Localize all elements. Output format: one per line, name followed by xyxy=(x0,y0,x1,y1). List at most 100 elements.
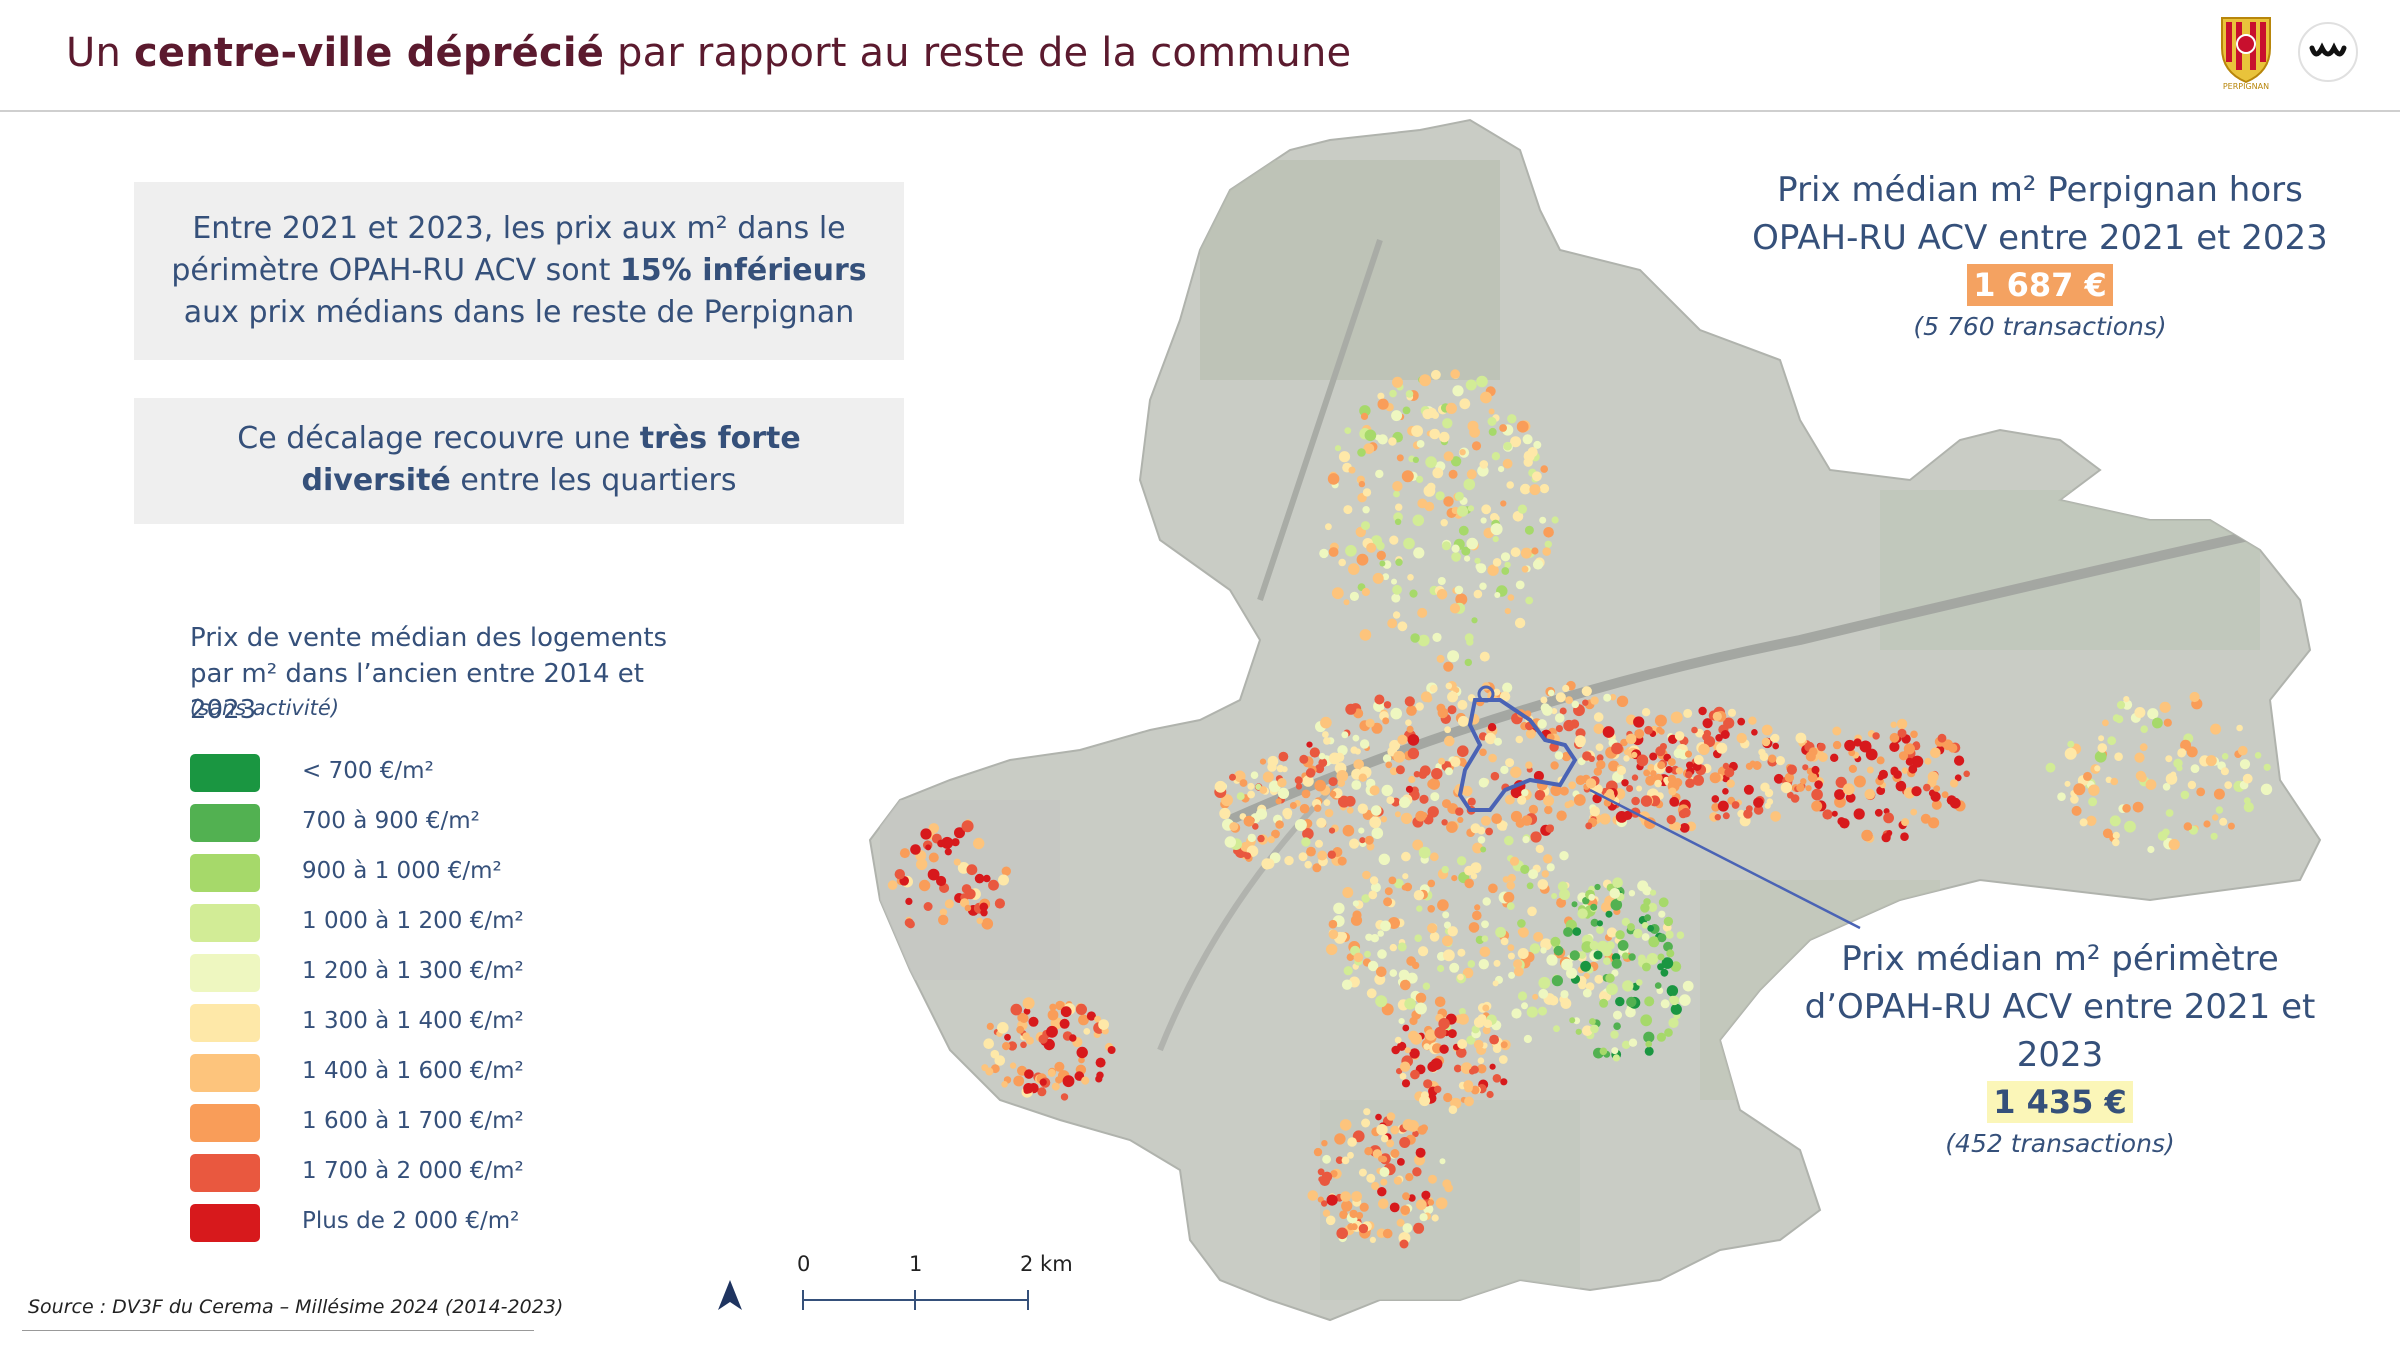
transaction-dot xyxy=(1492,980,1499,987)
transaction-dot xyxy=(1736,732,1747,744)
transaction-dot xyxy=(1438,1018,1450,1030)
transaction-dot xyxy=(1442,1179,1452,1189)
transaction-dot xyxy=(899,848,910,859)
transaction-dot xyxy=(1452,385,1464,397)
transaction-dot xyxy=(1636,754,1649,767)
transaction-dot xyxy=(1488,427,1497,436)
transaction-dot xyxy=(1550,784,1562,797)
transaction-dot xyxy=(1468,922,1480,933)
transaction-dot xyxy=(928,852,939,863)
transaction-dot xyxy=(936,875,947,887)
transaction-dot xyxy=(2086,815,2097,826)
transaction-dot xyxy=(2112,838,2120,847)
transaction-dot xyxy=(1666,985,1679,997)
transaction-dot xyxy=(1501,567,1510,575)
transaction-dot xyxy=(1385,761,1393,769)
transaction-dot xyxy=(1521,565,1529,573)
transaction-dot xyxy=(1641,922,1649,929)
transaction-dot xyxy=(1551,893,1558,899)
transaction-dot xyxy=(1366,542,1377,553)
transaction-dot xyxy=(1344,427,1352,434)
transaction-dot xyxy=(1568,781,1577,790)
transaction-dot xyxy=(1359,629,1372,641)
transaction-dot xyxy=(1963,770,1970,778)
transaction-dot xyxy=(961,884,972,894)
transaction-dot xyxy=(1555,692,1566,703)
transaction-dot xyxy=(1393,1176,1402,1185)
transaction-dot xyxy=(1830,753,1839,762)
transaction-dot xyxy=(1612,877,1623,888)
transaction-dot xyxy=(1366,988,1377,999)
transaction-dot xyxy=(1335,1156,1344,1164)
transaction-dot xyxy=(1428,778,1440,790)
transaction-dot xyxy=(1427,905,1435,913)
transaction-dot xyxy=(1853,775,1866,788)
transaction-dot xyxy=(1389,969,1398,977)
transaction-dot xyxy=(1451,544,1460,553)
transaction-dot xyxy=(2045,762,2056,773)
transaction-dot xyxy=(1421,1190,1431,1200)
transaction-dot xyxy=(1532,471,1542,482)
transaction-dot xyxy=(1377,392,1385,400)
transaction-dot xyxy=(1573,794,1586,806)
transaction-dot xyxy=(1443,451,1454,462)
transaction-dot xyxy=(1611,742,1623,755)
transaction-dot xyxy=(1654,773,1663,783)
transaction-dot xyxy=(920,828,932,840)
transaction-dot xyxy=(2186,824,2192,831)
transaction-dot xyxy=(1602,726,1615,738)
transaction-dot xyxy=(1419,794,1429,804)
transaction-dot xyxy=(1341,1156,1350,1165)
transaction-dot xyxy=(1481,920,1489,929)
transaction-dot xyxy=(1717,800,1729,812)
transaction-dot xyxy=(1698,743,1710,755)
transaction-dot xyxy=(2162,828,2170,837)
transaction-dot xyxy=(1323,799,1331,806)
transaction-dot xyxy=(1393,512,1403,522)
transaction-dot xyxy=(1479,946,1491,958)
transaction-dot xyxy=(1657,933,1667,943)
transaction-dot xyxy=(1037,1087,1047,1097)
transaction-dot xyxy=(1498,1055,1508,1064)
transaction-dot xyxy=(997,1022,1009,1034)
transaction-dot xyxy=(2203,820,2211,828)
transaction-dot xyxy=(1768,754,1777,763)
transaction-dot xyxy=(1593,767,1603,776)
transaction-dot xyxy=(894,869,905,880)
transaction-dot xyxy=(1436,703,1446,713)
transaction-dot xyxy=(1350,1223,1358,1231)
transaction-dot xyxy=(2221,753,2229,760)
transaction-dot xyxy=(1453,1064,1462,1073)
legend-label: 700 à 900 €/m² xyxy=(302,808,480,834)
transaction-dot xyxy=(928,823,939,834)
transaction-dot xyxy=(1409,1048,1420,1059)
transaction-dot xyxy=(2152,717,2163,729)
transaction-dot xyxy=(1396,1068,1403,1075)
transaction-dot xyxy=(1669,796,1680,807)
transaction-dot xyxy=(1314,804,1322,812)
legend-label: 1 200 à 1 300 €/m² xyxy=(302,958,524,984)
transaction-dot xyxy=(1928,817,1940,829)
transaction-dot xyxy=(1477,1014,1487,1023)
transaction-dot xyxy=(1714,814,1722,821)
transaction-dot xyxy=(1360,412,1369,420)
transaction-dot xyxy=(1670,1003,1682,1015)
transaction-dot xyxy=(1075,1003,1087,1016)
transaction-dot xyxy=(1853,808,1865,820)
transaction-dot xyxy=(1672,822,1681,831)
transaction-dot xyxy=(1590,696,1599,705)
transaction-dot xyxy=(1476,563,1487,574)
transaction-dot xyxy=(1376,550,1387,561)
transaction-dot xyxy=(1702,718,1713,729)
transaction-dot xyxy=(1312,863,1322,873)
transaction-dot xyxy=(1609,693,1617,701)
transaction-dot xyxy=(1822,809,1833,820)
transaction-dot xyxy=(1650,770,1657,777)
transaction-dot xyxy=(1427,879,1436,888)
transaction-dot xyxy=(983,1038,994,1049)
transaction-dot xyxy=(1666,949,1675,958)
transaction-dot xyxy=(916,858,928,870)
road xyxy=(1157,777,1343,1052)
transaction-dot xyxy=(1220,794,1233,807)
transaction-dot xyxy=(1646,953,1659,965)
